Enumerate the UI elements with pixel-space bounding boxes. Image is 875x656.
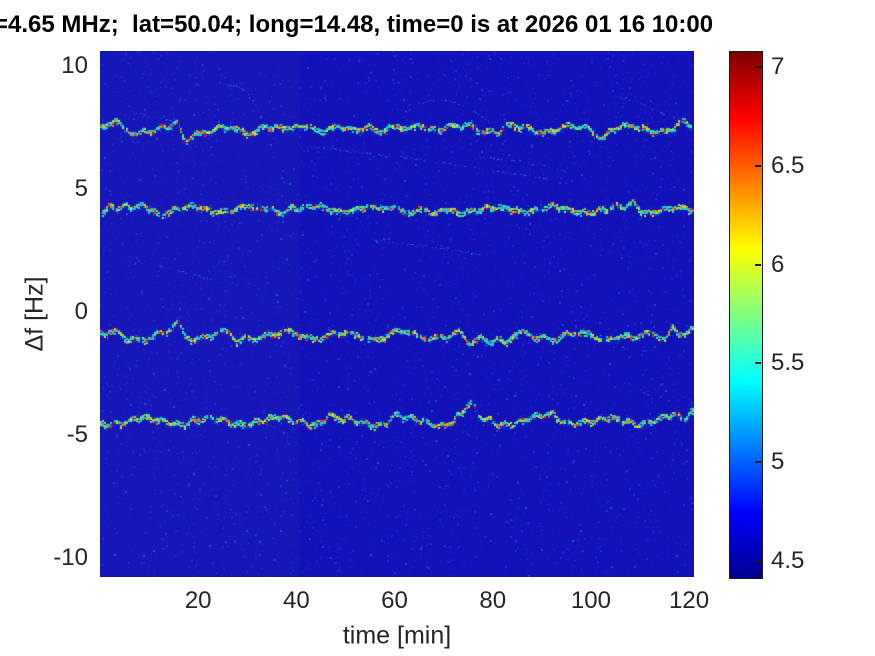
- colorbar-tick-mark: [755, 362, 761, 365]
- spectrogram-plot: [100, 51, 694, 577]
- y-tick-label: 0: [74, 298, 88, 326]
- colorbar-tick-label: 6: [771, 250, 785, 278]
- x-tick-label: 40: [283, 587, 310, 614]
- x-tick-label: 100: [570, 587, 611, 614]
- colorbar-tick-mark: [755, 65, 761, 68]
- colorbar-tick-label: 4.5: [771, 547, 805, 575]
- colorbar-tick-label: 5: [771, 448, 785, 476]
- x-tick-label: 60: [381, 587, 408, 614]
- colorbar-tick-mark: [755, 461, 761, 464]
- y-tick-label: 10: [61, 52, 88, 79]
- colorbar-tick-label: 7: [771, 52, 785, 80]
- colorbar-tick-mark: [755, 164, 761, 167]
- x-tick-label: 120: [669, 587, 710, 614]
- colorbar-tick-mark: [755, 560, 761, 563]
- y-tick-label: -10: [53, 544, 88, 572]
- y-tick-label: -5: [66, 421, 88, 449]
- x-tick-label: 20: [184, 587, 212, 614]
- x-tick-label: 80: [479, 587, 507, 614]
- x-axis-label: time [min]: [342, 621, 452, 650]
- colorbar-tick-mark: [755, 263, 761, 266]
- y-tick-label: 5: [74, 175, 88, 203]
- spectrogram-canvas: [100, 51, 694, 577]
- colorbar-tick-label: 6.5: [771, 151, 805, 179]
- colorbar-tick-label: 5.5: [771, 349, 805, 377]
- colorbar-gradient: [729, 51, 763, 579]
- plot-title: =4.65 MHz; lat=50.04; long=14.48, time=0…: [0, 11, 714, 38]
